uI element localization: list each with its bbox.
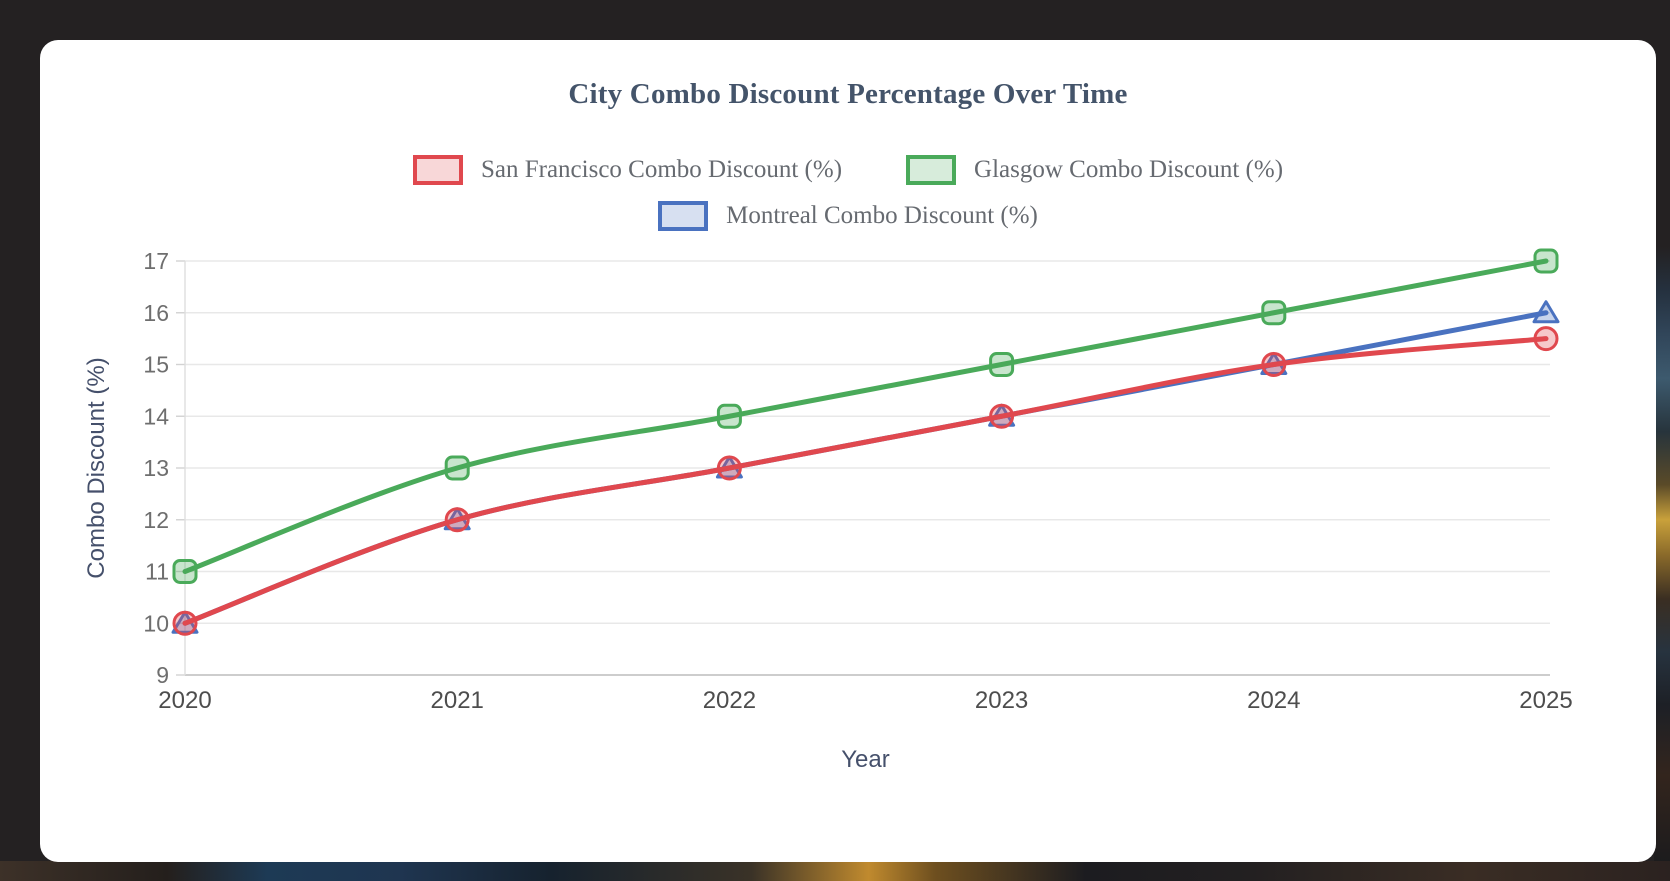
legend-label-san-francisco: San Francisco Combo Discount (%) xyxy=(480,156,843,183)
chart-card: City Combo Discount Percentage Over Time… xyxy=(40,40,1656,862)
svg-text:9: 9 xyxy=(156,662,169,688)
svg-text:16: 16 xyxy=(143,300,169,326)
svg-text:10: 10 xyxy=(143,610,169,636)
legend-swatch-glasgow xyxy=(906,155,957,185)
svg-text:Year: Year xyxy=(841,746,890,773)
background-photo-bottom-edge xyxy=(0,861,1670,881)
svg-text:11: 11 xyxy=(145,559,169,585)
svg-text:2025: 2025 xyxy=(1519,687,1572,714)
legend-label-glasgow: Glasgow Combo Discount (%) xyxy=(974,156,1284,183)
line-chart-svg: 9 10 11 12 13 14 15 16 17 2020 2021 2022 2023 2024 202… xyxy=(83,248,1573,773)
legend-row-2: Montreal Combo Discount (%) xyxy=(658,201,1038,231)
svg-text:2023: 2023 xyxy=(975,687,1028,714)
svg-text:2022: 2022 xyxy=(703,687,756,714)
svg-text:Combo Discount (%): Combo Discount (%) xyxy=(83,357,110,578)
svg-text:2024: 2024 xyxy=(1247,687,1300,714)
legend-item-montreal: Montreal Combo Discount (%) xyxy=(658,201,1038,231)
svg-text:2020: 2020 xyxy=(158,687,211,714)
svg-text:14: 14 xyxy=(143,403,169,429)
legend-item-san-francisco: San Francisco Combo Discount (%) xyxy=(412,155,843,185)
line-chart: 9 10 11 12 13 14 15 16 17 2020 2021 2022 2023 2024 202… xyxy=(40,233,1656,783)
chart-title: City Combo Discount Percentage Over Time xyxy=(568,78,1128,110)
svg-text:2021: 2021 xyxy=(431,687,484,714)
chart-legend: San Francisco Combo Discount (%) Glasgow… xyxy=(412,155,1283,231)
legend-swatch-montreal xyxy=(658,201,709,231)
legend-swatch-san-francisco xyxy=(412,155,463,185)
svg-text:13: 13 xyxy=(143,455,169,481)
svg-text:17: 17 xyxy=(143,248,169,274)
background-photo-right-edge xyxy=(1654,0,1670,881)
legend-label-montreal: Montreal Combo Discount (%) xyxy=(726,202,1038,229)
svg-text:15: 15 xyxy=(143,352,169,378)
legend-item-glasgow: Glasgow Combo Discount (%) xyxy=(906,155,1283,185)
legend-row-1: San Francisco Combo Discount (%) Glasgow… xyxy=(412,155,1283,185)
svg-text:12: 12 xyxy=(143,507,169,533)
